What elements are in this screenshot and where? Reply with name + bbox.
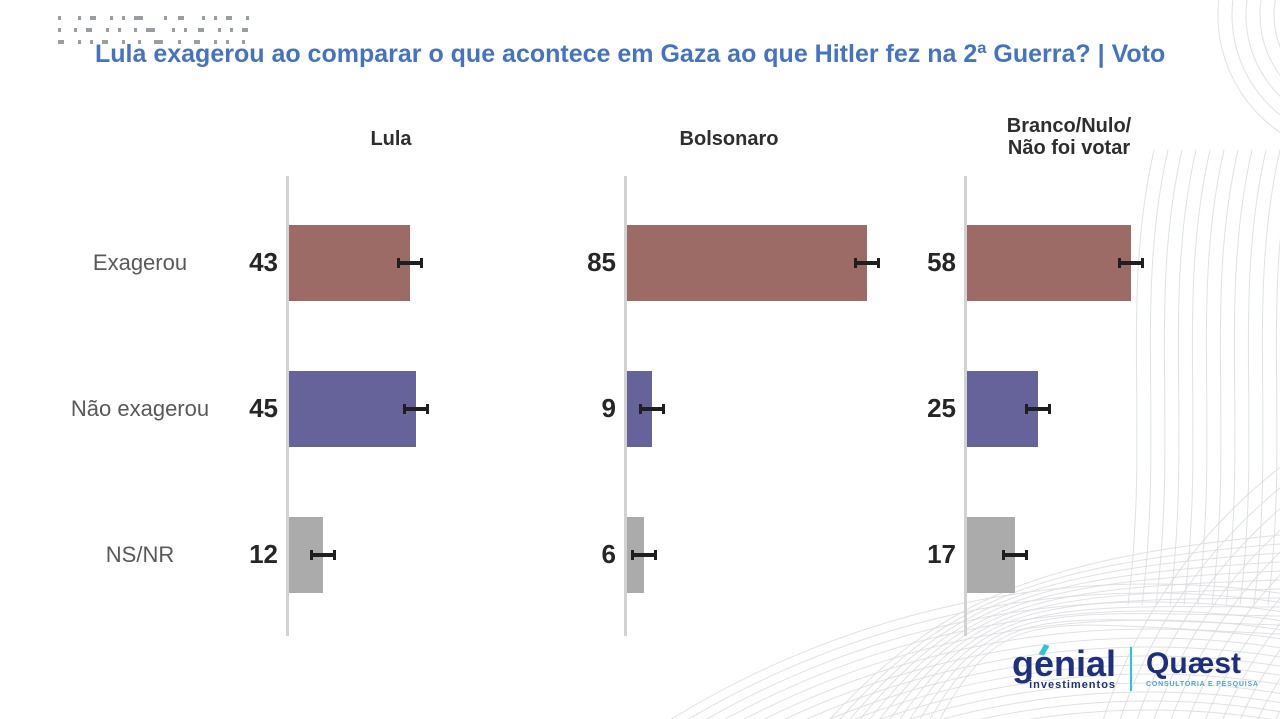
genial-logo: genial investimentos <box>1012 643 1117 691</box>
value-label: 9 <box>601 393 616 423</box>
genial-subtext: investimentos <box>1029 679 1117 691</box>
value-label: 6 <box>601 539 616 569</box>
category-label-exagerou: Exagerou <box>92 250 188 275</box>
error-bar <box>854 258 880 268</box>
bar-bolsonaro-exagerou <box>627 225 867 301</box>
error-bar <box>1118 258 1144 268</box>
quaest-qr-dot <box>1158 663 1163 667</box>
axis-line-branco <box>964 176 967 636</box>
panel-header-branco-nulo: Branco/Nulo/ Não foi votar <box>939 115 1199 159</box>
panel-header-text: Lula <box>370 128 412 150</box>
bar-lula-exagerou <box>289 225 410 301</box>
category-label-nsnr: NS/NR <box>105 542 175 567</box>
quaest-wordmark: Quæst <box>1146 649 1241 679</box>
footer-logos: genial investimentos Quæst CONSULTORIA E… <box>1012 643 1259 691</box>
panel-header-bolsonaro: Bolsonaro <box>599 128 859 150</box>
error-bar <box>403 404 429 414</box>
value-label: 25 <box>927 393 956 423</box>
bar-lula-nao-exagerou <box>289 371 416 447</box>
genial-wordmark: genial <box>1012 643 1117 684</box>
quaest-qr-dot <box>1154 666 1159 670</box>
error-bar <box>1025 404 1051 414</box>
axis-line-lula <box>286 176 289 636</box>
value-label: 58 <box>927 247 956 277</box>
value-label: 45 <box>249 393 278 423</box>
error-bar <box>310 550 336 560</box>
quaest-qr-dot <box>1152 658 1157 662</box>
quaest-logo: Quæst CONSULTORIA E PESQUISA <box>1146 649 1259 689</box>
panel-header-text-line1: Branco/Nulo/ <box>1006 115 1132 137</box>
logo-divider <box>1130 646 1133 691</box>
page-title: Lula exagerou ao comparar o que acontece… <box>95 40 1166 68</box>
value-label: 85 <box>587 247 616 277</box>
error-bar <box>1002 550 1028 560</box>
value-label: 43 <box>249 247 278 277</box>
value-label: 17 <box>927 539 956 569</box>
error-bar <box>397 258 423 268</box>
category-label-nao-exagerou: Não exagerou <box>70 396 210 421</box>
panel-header-text-line2: Não foi votar <box>1007 137 1131 159</box>
axis-line-bolsonaro <box>624 176 627 636</box>
error-bar <box>631 550 657 560</box>
value-label: 12 <box>249 539 278 569</box>
panel-header-lula: Lula <box>261 128 521 150</box>
quaest-barcode-mark <box>58 16 249 44</box>
quaest-subtext: CONSULTORIA E PESQUISA <box>1146 681 1259 688</box>
bar-branco-exagerou <box>967 225 1131 301</box>
error-bar <box>639 404 665 414</box>
panel-header-text: Bolsonaro <box>679 128 779 150</box>
